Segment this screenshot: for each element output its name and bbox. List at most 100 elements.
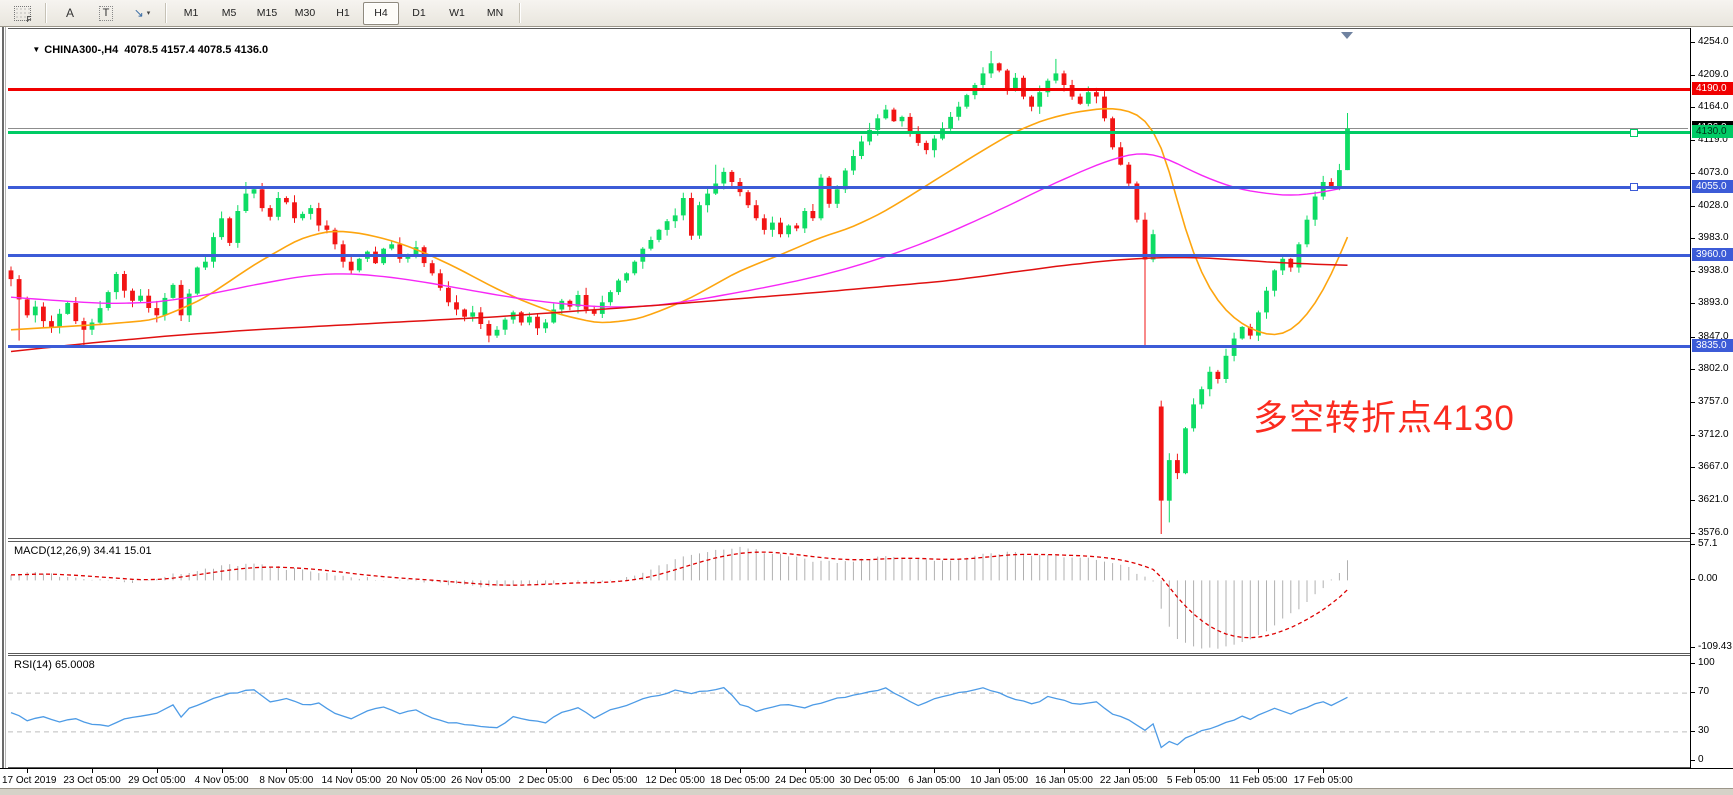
date-tick-label: 11 Feb 05:00 [1229,775,1288,786]
templates-grid-button[interactable]: F [5,2,39,25]
price-axis[interactable]: 4254.0 4209.0 4164.0 4119.0 4073.0 4028.0 3983… [1690,28,1733,768]
line-price-label-resistance-4190: 4190.0 [1692,81,1733,95]
axis-tick [1691,238,1695,240]
candlestick-plot[interactable] [8,29,1688,538]
line-handle-pivot-4130[interactable] [1630,128,1638,137]
grid-template-icon: F [13,5,32,24]
date-tick [27,769,29,773]
axis-tick [1691,401,1695,403]
timeframe-button-w1[interactable]: W1 [449,7,465,19]
timeframe-button-h1[interactable]: H1 [336,7,350,19]
axis-tick [1691,369,1695,371]
price-tick-label: 3621.0 [1698,494,1729,506]
toolbar: F A T ↘ ▾ M1 M5 M15 M30 H1 H4 D1 W1 MN [0,0,1733,27]
line-price-label-pivot-4130: 4130.0 [1692,125,1733,139]
date-tick [1193,769,1195,773]
date-tick [999,769,1001,773]
price-tick-label: 4209.0 [1698,68,1729,80]
timeframe-button-m15[interactable]: M15 [256,7,278,19]
date-tick-label: 18 Dec 05:00 [710,775,770,786]
axis-tick [1691,336,1695,338]
price-tick-label: 3802.0 [1698,363,1729,375]
chart-annotation-text[interactable]: 多空转折点4130 [1253,399,1515,438]
text-label-button[interactable]: T [89,2,123,25]
date-tick-label: 24 Dec 05:00 [775,775,835,786]
price-tick-label: 4164.0 [1698,101,1729,113]
macd-pane[interactable]: MACD(12,26,9) 34.41 15.01 [8,541,1690,654]
timeframe-button-h4[interactable]: H4 [363,1,399,25]
date-tick-label: 5 Feb 05:00 [1166,775,1221,786]
timeframe-button-m1[interactable]: M1 [183,7,199,19]
insert-text-button[interactable]: A [53,2,87,25]
drawing-tools-button[interactable]: ↘ ▾ [125,2,159,25]
macd-tick-label: -109.43 [1698,641,1732,653]
date-tick-label: 10 Jan 05:00 [970,775,1029,786]
timeframe-button-m30[interactable]: M30 [294,7,316,19]
date-tick [869,769,871,773]
date-tick-label: 6 Dec 05:00 [583,775,638,786]
date-tick [351,769,353,773]
axis-tick [1691,139,1695,141]
axis-tick [1691,467,1695,469]
rsi-plot[interactable] [8,656,1688,767]
axis-tick [1691,579,1695,581]
date-tick-label: 8 Nov 05:00 [259,775,314,786]
timeframe-button-d1[interactable]: D1 [412,7,426,19]
axis-tick [1691,107,1695,109]
timeframe-button-m5[interactable]: M5 [221,7,237,19]
horizontal-line-support-3960[interactable] [8,254,1690,258]
axis-tick [1691,205,1695,207]
horizontal-line-support-3835[interactable] [8,344,1690,348]
price-tick-label: 3847.0 [1698,330,1729,342]
date-tick [92,769,93,773]
axis-tick [1691,760,1695,761]
price-tick-label: 3757.0 [1698,395,1729,407]
macd-label: MACD(12,26,9) 34.41 15.01 [14,545,152,557]
date-tick [934,769,936,773]
horizontal-line-resistance-4190[interactable] [8,87,1690,91]
date-tick [1064,769,1065,773]
chevron-down-icon: ▾ [146,10,151,17]
horizontal-line-pivot-4130[interactable] [8,131,1690,135]
timeframe-button-mn[interactable]: MN [486,7,504,19]
line-handle-support-4055[interactable] [1630,183,1638,192]
line-price-label-support-4055: 4055.0 [1692,179,1733,193]
line-price-label-support-3835: 3835.0 [1692,338,1733,352]
axis-tick [1691,434,1695,436]
horizontal-line-support-4055[interactable] [8,185,1690,189]
text-a-icon: A [65,6,74,20]
rsi-tick-label: 30 [1698,724,1710,736]
line-price-label-support-3960: 3960.0 [1692,248,1733,262]
axis-tick [1691,303,1695,305]
axis-tick [1691,647,1695,649]
price-tick-label: 3712.0 [1698,428,1729,440]
rsi-tick-label: 100 [1698,657,1715,668]
date-tick [286,769,288,773]
price-pane[interactable]: ▼ CHINA300-,H4 4078.5 4157.4 4078.5 4136.… [8,28,1690,539]
date-tick [1323,769,1325,773]
rsi-label: RSI(14) 65.0008 [14,659,95,671]
toolbar-separator [165,3,167,23]
date-tick-label: 4 Nov 05:00 [194,775,249,786]
date-tick-label: 29 Oct 05:00 [128,775,186,786]
rsi-tick-label: 0 [1698,754,1704,765]
date-tick-label: 20 Nov 05:00 [386,775,446,786]
price-tick-label: 4073.0 [1698,167,1729,179]
date-axis[interactable]: 17 Oct 2019 23 Oct 05:00 29 Oct 05:00 4 Nov… [0,768,1733,790]
chart-shift-marker-icon[interactable] [1341,32,1353,39]
macd-plot[interactable] [8,542,1688,653]
date-tick-label: 17 Feb 05:00 [1293,775,1353,786]
chart-ohlc-values: 4078.5 4157.4 4078.5 4136.0 [124,44,269,56]
arrow-tool-icon: ↘ [133,6,144,20]
date-tick [480,769,482,773]
date-tick [1258,769,1260,773]
date-tick [1128,769,1130,773]
date-tick-label: 16 Jan 05:00 [1035,775,1093,786]
chart-dropdown-icon[interactable]: ▼ [32,45,41,54]
price-tick-label: 3576.0 [1698,527,1729,538]
axis-tick [1691,544,1695,545]
axis-tick [1691,533,1695,534]
date-tick [804,769,806,773]
date-tick-label: 22 Jan 05:00 [1099,775,1158,786]
rsi-pane[interactable]: RSI(14) 65.0008 [8,655,1690,768]
